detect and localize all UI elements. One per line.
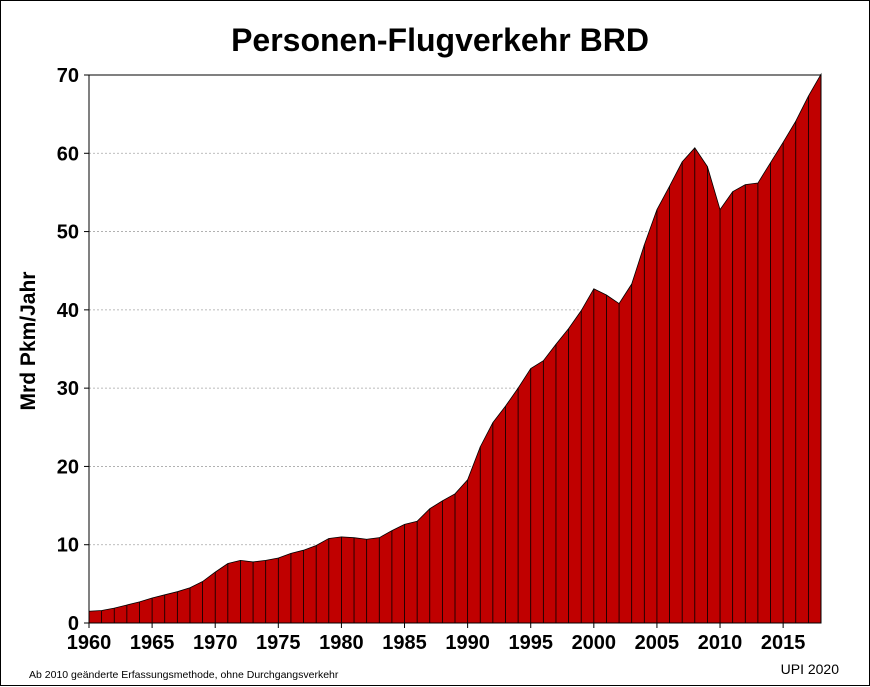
credit: UPI 2020	[781, 661, 840, 677]
x-tick-label: 1975	[256, 632, 301, 654]
y-tick-label: 0	[68, 613, 79, 635]
area-series	[88, 72, 822, 624]
x-tick-label: 1985	[382, 632, 427, 654]
x-tick-label: 2000	[572, 632, 617, 654]
x-tick-label: 1970	[193, 632, 238, 654]
x-tick-label: 1990	[445, 632, 490, 654]
y-axis-ticks: 0 10 20 30 40 50 60 70	[57, 65, 89, 635]
y-tick-label: 20	[57, 456, 79, 478]
x-tick-label: 1995	[508, 632, 553, 654]
x-axis-ticks: 1960 1965 1970 1975 1980 1985 1990 1995 2000 2005…	[67, 623, 806, 654]
y-tick-label: 50	[57, 222, 79, 244]
x-tick-label: 2005	[635, 632, 680, 654]
chart-title: Personen-Flugverkehr BRD	[231, 22, 649, 58]
y-axis-label: Mrd Pkm/Jahr	[17, 272, 40, 411]
footnote: Ab 2010 geänderte Erfassungsmethode, ohn…	[29, 669, 339, 681]
x-tick-label: 2010	[698, 632, 743, 654]
x-tick-label: 1960	[67, 632, 112, 654]
y-tick-label: 60	[57, 143, 79, 165]
y-tick-label: 30	[57, 378, 79, 400]
y-tick-label: 10	[57, 535, 79, 557]
x-tick-label: 1980	[319, 632, 364, 654]
x-tick-label: 1965	[130, 632, 175, 654]
y-tick-label: 40	[57, 300, 79, 322]
plot-area	[88, 74, 822, 624]
y-tick-label: 70	[57, 65, 79, 87]
drop-lines	[88, 74, 822, 623]
x-tick-label: 2015	[761, 632, 806, 654]
area-fill	[88, 72, 822, 624]
